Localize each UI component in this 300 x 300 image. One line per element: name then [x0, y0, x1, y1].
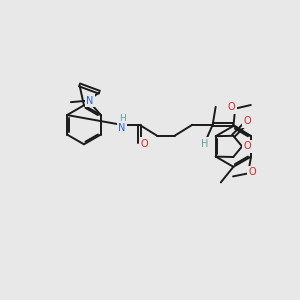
Text: N: N [86, 96, 94, 106]
Text: N: N [118, 123, 126, 134]
Text: H: H [201, 139, 208, 149]
Text: H: H [119, 114, 125, 123]
Text: O: O [244, 116, 251, 126]
Text: O: O [244, 141, 251, 152]
Text: O: O [248, 167, 256, 177]
Text: O: O [140, 139, 148, 149]
Text: O: O [228, 102, 236, 112]
